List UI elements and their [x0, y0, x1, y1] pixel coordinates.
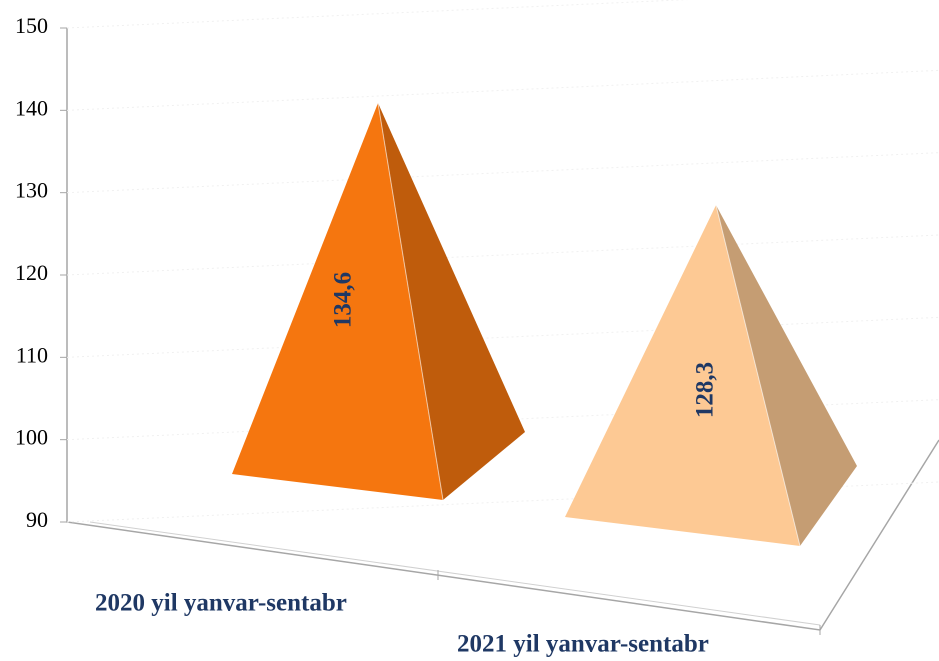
y-tick-label: 100 [15, 425, 48, 450]
pyramid-front-face [232, 103, 443, 500]
grid-line [66, 316, 939, 358]
pyramid-side-face [716, 205, 857, 546]
axis-frame [66, 28, 939, 631]
y-tick-label: 90 [26, 507, 48, 532]
x-tick-label: 2020 yil yanvar-sentabr [95, 590, 347, 617]
pyramid-edge [377, 102, 444, 501]
y-tick-label: 130 [15, 178, 48, 203]
y-tick-label: 110 [16, 342, 48, 367]
data-label: 134,6 [330, 272, 357, 328]
y-tick-label: 120 [15, 260, 48, 285]
pyramid-side-face [378, 103, 525, 500]
pyramid-edge [715, 205, 801, 547]
pyramid [565, 205, 857, 547]
grid-line [66, 234, 939, 276]
data-label: 128,3 [692, 362, 719, 418]
grid-line [66, 481, 939, 523]
grid-line [66, 69, 939, 111]
y-tick-label: 140 [15, 95, 48, 120]
grid-line [66, 0, 689, 29]
floor-edge [89, 521, 821, 626]
pyramid [232, 102, 525, 501]
x-tick-label: 2021 yil yanvar-sentabr [457, 631, 709, 658]
grid-line [66, 152, 939, 194]
pyramid-front-face [565, 205, 800, 546]
y-tick-label: 150 [15, 13, 48, 38]
